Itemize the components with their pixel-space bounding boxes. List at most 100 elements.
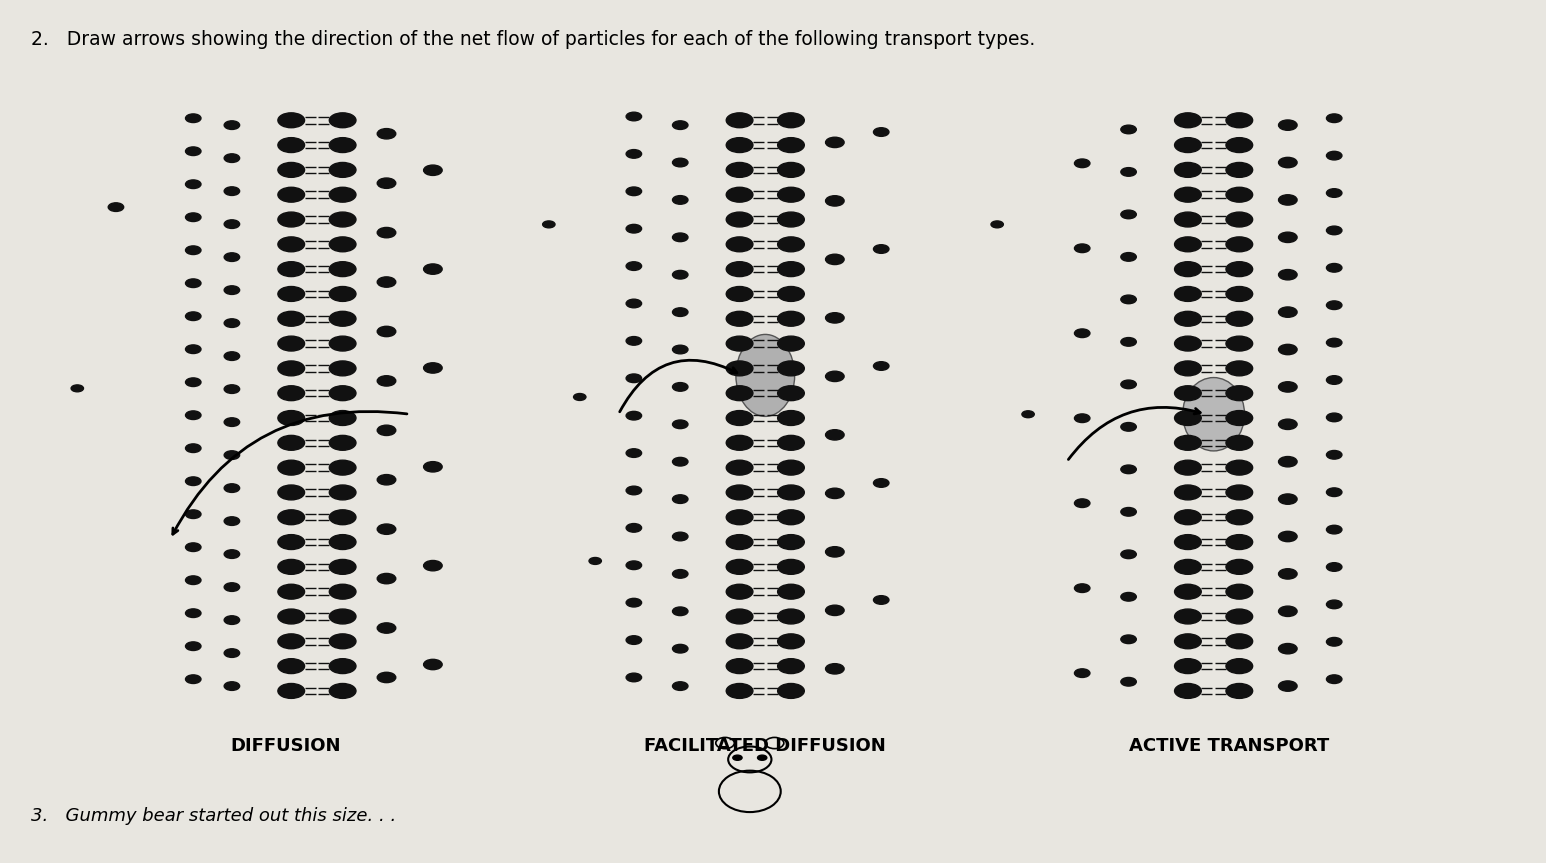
- Circle shape: [1279, 606, 1297, 616]
- Circle shape: [673, 345, 688, 354]
- Circle shape: [224, 121, 240, 129]
- Circle shape: [278, 386, 305, 400]
- Circle shape: [778, 212, 804, 227]
- Circle shape: [224, 220, 240, 229]
- Circle shape: [377, 425, 396, 436]
- Circle shape: [1175, 386, 1201, 400]
- Circle shape: [727, 633, 753, 649]
- Circle shape: [329, 609, 356, 624]
- Circle shape: [1226, 212, 1252, 227]
- Circle shape: [1121, 635, 1136, 644]
- Circle shape: [424, 165, 442, 175]
- Circle shape: [727, 138, 753, 153]
- Circle shape: [873, 128, 889, 136]
- Circle shape: [1326, 675, 1342, 683]
- Circle shape: [278, 212, 305, 227]
- Circle shape: [186, 180, 201, 188]
- Circle shape: [1121, 593, 1136, 602]
- Circle shape: [727, 535, 753, 550]
- Circle shape: [1326, 263, 1342, 272]
- Circle shape: [727, 162, 753, 178]
- Circle shape: [1121, 167, 1136, 176]
- Circle shape: [224, 649, 240, 658]
- Circle shape: [727, 237, 753, 252]
- Circle shape: [377, 326, 396, 337]
- Circle shape: [186, 609, 201, 618]
- Circle shape: [224, 484, 240, 493]
- Circle shape: [626, 112, 642, 121]
- Circle shape: [1326, 114, 1342, 123]
- Circle shape: [1121, 125, 1136, 134]
- Circle shape: [727, 683, 753, 698]
- Circle shape: [1226, 237, 1252, 252]
- Circle shape: [1279, 681, 1297, 691]
- Circle shape: [991, 221, 1003, 228]
- Circle shape: [329, 485, 356, 500]
- Circle shape: [727, 261, 753, 277]
- Circle shape: [1175, 138, 1201, 153]
- Circle shape: [727, 411, 753, 425]
- Circle shape: [1175, 212, 1201, 227]
- Circle shape: [1226, 411, 1252, 425]
- Circle shape: [278, 187, 305, 202]
- Circle shape: [278, 411, 305, 425]
- Circle shape: [224, 318, 240, 327]
- Circle shape: [1175, 337, 1201, 351]
- Circle shape: [1226, 460, 1252, 476]
- Circle shape: [1175, 510, 1201, 525]
- Circle shape: [626, 636, 642, 645]
- Circle shape: [329, 361, 356, 376]
- Circle shape: [1074, 669, 1090, 677]
- Text: ACTIVE TRANSPORT: ACTIVE TRANSPORT: [1129, 738, 1330, 755]
- Circle shape: [1226, 535, 1252, 550]
- Circle shape: [727, 337, 753, 351]
- Circle shape: [377, 178, 396, 188]
- Circle shape: [329, 386, 356, 400]
- Circle shape: [224, 286, 240, 294]
- Circle shape: [1326, 526, 1342, 534]
- Circle shape: [673, 270, 688, 279]
- Circle shape: [186, 345, 201, 354]
- Circle shape: [329, 683, 356, 698]
- Circle shape: [673, 121, 688, 129]
- Circle shape: [778, 460, 804, 476]
- Circle shape: [1175, 460, 1201, 476]
- Circle shape: [1175, 261, 1201, 277]
- Circle shape: [278, 138, 305, 153]
- Circle shape: [1326, 563, 1342, 571]
- Circle shape: [329, 138, 356, 153]
- Circle shape: [1279, 344, 1297, 355]
- Circle shape: [1074, 244, 1090, 253]
- Circle shape: [224, 154, 240, 162]
- Circle shape: [626, 374, 642, 382]
- Circle shape: [1226, 609, 1252, 624]
- Circle shape: [778, 312, 804, 326]
- Circle shape: [329, 287, 356, 301]
- Circle shape: [673, 645, 688, 653]
- Circle shape: [278, 312, 305, 326]
- Circle shape: [826, 255, 844, 265]
- Circle shape: [1326, 189, 1342, 198]
- Circle shape: [377, 375, 396, 386]
- Circle shape: [224, 450, 240, 459]
- Circle shape: [1279, 457, 1297, 467]
- Circle shape: [778, 386, 804, 400]
- Circle shape: [673, 532, 688, 541]
- Circle shape: [329, 312, 356, 326]
- Circle shape: [673, 682, 688, 690]
- Text: FACILITATED DIFFUSION: FACILITATED DIFFUSION: [645, 738, 886, 755]
- Circle shape: [1121, 423, 1136, 432]
- Circle shape: [329, 658, 356, 673]
- Circle shape: [377, 129, 396, 139]
- Circle shape: [278, 559, 305, 575]
- Circle shape: [186, 411, 201, 419]
- Circle shape: [673, 457, 688, 466]
- Circle shape: [1175, 633, 1201, 649]
- Circle shape: [1074, 499, 1090, 507]
- Circle shape: [329, 559, 356, 575]
- Circle shape: [1121, 550, 1136, 558]
- Circle shape: [543, 221, 555, 228]
- Circle shape: [186, 378, 201, 387]
- Circle shape: [278, 535, 305, 550]
- Circle shape: [626, 224, 642, 233]
